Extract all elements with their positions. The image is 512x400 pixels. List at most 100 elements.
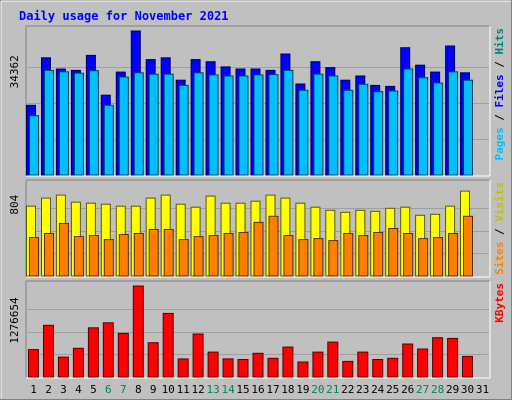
panel-legend: KBytes — [493, 283, 506, 323]
bar-files-day-9 — [148, 73, 159, 176]
x-tick-label-day-30: 30 — [461, 383, 474, 396]
legend-separator: / — [493, 55, 506, 75]
bar-sites-day-2 — [44, 233, 54, 277]
bar-sites-day-29 — [448, 233, 459, 277]
x-tick-label-day-28: 28 — [431, 383, 444, 396]
bar-kbytes-day-6 — [102, 322, 114, 378]
bar-sites-day-17 — [268, 215, 279, 277]
bar-files-day-15 — [238, 75, 249, 176]
bar-sites-day-24 — [373, 232, 384, 277]
bar-sites-day-21 — [328, 240, 339, 277]
bar-files-day-1 — [29, 115, 39, 176]
bar-sites-day-25 — [388, 228, 399, 277]
bar-files-day-6 — [103, 104, 114, 176]
x-tick-label-day-26: 26 — [401, 383, 414, 396]
x-tick-label-day-9: 9 — [150, 383, 157, 396]
x-tick-label-day-17: 17 — [266, 383, 279, 396]
legend-hits: Hits — [493, 28, 506, 55]
bar-files-day-23 — [358, 83, 369, 176]
bar-kbytes-day-5 — [87, 327, 99, 378]
legend-kbytes: KBytes — [493, 283, 506, 323]
bar-sites-day-6 — [103, 239, 114, 277]
x-tick-label-day-8: 8 — [135, 383, 142, 396]
bar-kbytes-day-25 — [387, 357, 399, 378]
bar-kbytes-day-2 — [43, 324, 54, 378]
bar-files-day-19 — [298, 89, 309, 176]
bar-sites-day-3 — [58, 222, 69, 277]
bar-files-day-18 — [283, 69, 294, 176]
bar-kbytes-day-22 — [342, 360, 354, 378]
bar-sites-day-28 — [433, 237, 444, 277]
bar-files-day-24 — [373, 91, 384, 176]
legend-pages: Pages — [493, 127, 506, 160]
legend-sites: Sites — [493, 242, 506, 275]
x-tick-label-day-11: 11 — [177, 383, 190, 396]
bar-files-day-20 — [313, 73, 324, 176]
bar-kbytes-day-28 — [432, 337, 444, 378]
x-tick-label-day-7: 7 — [120, 383, 127, 396]
bar-kbytes-day-23 — [357, 351, 369, 378]
bar-sites-day-5 — [88, 235, 99, 277]
x-tick-label-day-25: 25 — [386, 383, 399, 396]
x-tick-label-day-10: 10 — [162, 383, 175, 396]
bar-files-day-2 — [44, 69, 54, 176]
bar-files-day-3 — [58, 71, 69, 176]
x-tick-label-day-18: 18 — [281, 383, 294, 396]
bar-files-day-30 — [463, 79, 473, 176]
bar-kbytes-day-13 — [207, 351, 219, 378]
panel-max-label: 34362 — [8, 55, 21, 88]
bar-kbytes-day-12 — [192, 333, 204, 378]
bar-sites-day-26 — [403, 233, 414, 277]
legend-separator: / — [493, 108, 506, 128]
bar-sites-day-4 — [73, 236, 84, 277]
bar-kbytes-day-26 — [402, 343, 414, 378]
chart-title: Daily usage for November 2021 — [19, 9, 229, 23]
x-tick-label-day-24: 24 — [371, 383, 385, 396]
bar-kbytes-day-9 — [147, 342, 159, 378]
bar-sites-day-20 — [313, 238, 324, 277]
x-tick-label-day-1: 1 — [30, 383, 37, 396]
x-tick-label-day-22: 22 — [341, 383, 354, 396]
bar-sites-day-16 — [253, 221, 264, 277]
x-tick-label-day-23: 23 — [356, 383, 369, 396]
x-axis-labels: 1 2 3 4 5 6 7 8 9 10 11 12 13 14 15 16 17 18 19 20 21 22 23 24 2… — [30, 383, 489, 396]
bar-kbytes-day-29 — [447, 337, 459, 378]
bar-kbytes-day-3 — [57, 356, 69, 378]
x-tick-label-day-13: 13 — [206, 383, 219, 396]
bar-kbytes-day-16 — [252, 352, 264, 378]
bar-sites-day-15 — [238, 232, 249, 277]
bar-files-day-4 — [73, 72, 84, 176]
bar-sites-day-30 — [463, 215, 473, 277]
x-tick-label-day-6: 6 — [105, 383, 112, 396]
bar-files-day-22 — [343, 89, 354, 176]
bar-files-day-25 — [388, 90, 399, 176]
bar-sites-day-12 — [193, 236, 204, 277]
x-tick-label-day-20: 20 — [311, 383, 324, 396]
bar-sites-day-13 — [208, 235, 219, 277]
legend-visits: Visits — [493, 182, 506, 222]
bar-files-day-14 — [223, 75, 234, 176]
panel-legend: Sites / Visits — [493, 182, 506, 275]
bar-files-day-21 — [328, 75, 339, 176]
bar-kbytes-day-8 — [132, 285, 144, 378]
bar-files-day-29 — [448, 71, 459, 176]
x-tick-label-day-4: 4 — [75, 383, 82, 396]
x-tick-label-day-16: 16 — [251, 383, 264, 396]
x-tick-label-day-12: 12 — [191, 383, 204, 396]
bar-files-day-7 — [118, 76, 129, 176]
bar-kbytes-day-20 — [312, 351, 324, 378]
bar-kbytes-day-14 — [222, 358, 234, 378]
bar-files-day-27 — [418, 77, 429, 176]
bar-kbytes-day-30 — [462, 355, 473, 378]
bar-sites-day-23 — [358, 235, 369, 277]
bar-sites-day-18 — [283, 235, 294, 277]
bar-files-day-5 — [88, 70, 99, 176]
bar-files-day-28 — [433, 82, 444, 176]
bar-kbytes-day-17 — [267, 357, 279, 378]
bar-kbytes-day-11 — [177, 358, 189, 378]
legend-files: Files — [493, 74, 506, 107]
panel-max-label: 804 — [8, 194, 21, 214]
bar-kbytes-day-21 — [327, 341, 339, 378]
panel-middle: 804 Sites / Visits — [8, 179, 506, 278]
